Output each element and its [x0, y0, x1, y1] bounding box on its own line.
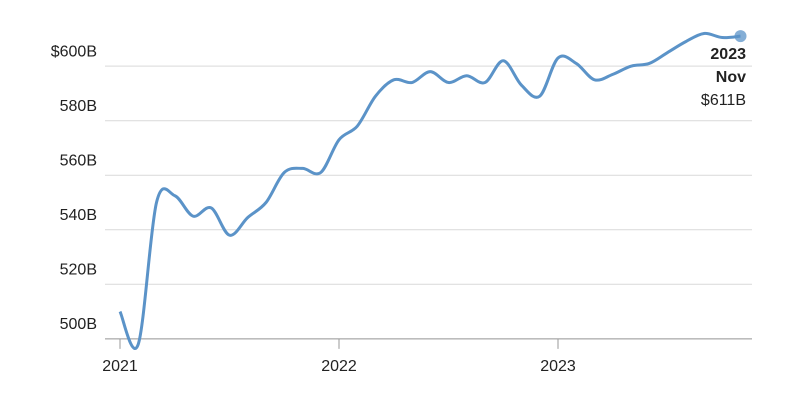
y-tick-label: 520B: [60, 262, 97, 279]
annotation-year: 2023: [710, 46, 746, 63]
annotation-value: $611B: [701, 92, 746, 109]
series-line: [118, 31, 741, 350]
x-tick-label: 2021: [102, 358, 138, 375]
y-tick-label: $600B: [51, 43, 97, 60]
x-tick-label: 2022: [321, 358, 357, 375]
y-tick-label: 560B: [60, 152, 97, 169]
y-tick-label: 540B: [60, 207, 97, 224]
x-tick-label: 2023: [540, 358, 576, 375]
y-tick-label: 500B: [60, 316, 97, 333]
annotation-month: Nov: [716, 69, 746, 86]
end-point: [734, 30, 747, 43]
y-tick-label: 580B: [60, 98, 97, 115]
